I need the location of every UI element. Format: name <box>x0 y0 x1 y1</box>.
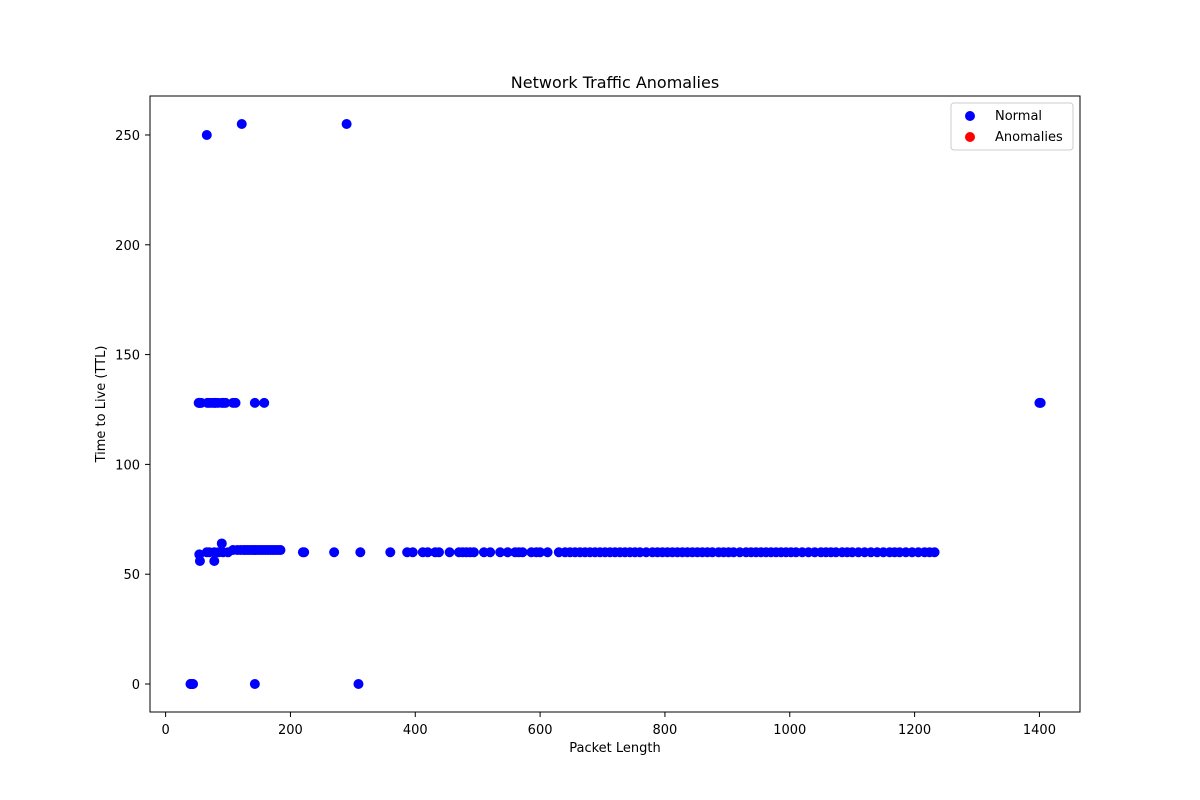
point-normal-9 <box>201 129 212 140</box>
y-tick-label-50: 50 <box>123 568 140 583</box>
y-tick-label-0: 0 <box>132 678 140 693</box>
point-normal-8 <box>353 679 364 689</box>
plot-frame <box>149 95 1081 713</box>
point-normal-78 <box>485 547 496 558</box>
point-normal-71 <box>444 547 455 558</box>
point-normal-76 <box>468 547 479 558</box>
x-axis-ticks: 0 200 400 600 800 1000 1200 1400 <box>161 712 1056 738</box>
point-normal-24 <box>220 397 231 408</box>
point-normal-27 <box>249 397 260 408</box>
data-points <box>185 119 1046 689</box>
point-normal-37 <box>204 547 215 558</box>
point-normal-63 <box>355 547 366 558</box>
point-normal-59 <box>275 545 286 556</box>
y-tick-label-100: 100 <box>115 458 140 473</box>
x-tick-label-0: 0 <box>161 723 169 738</box>
point-normal-87 <box>542 547 553 558</box>
point-normal-33 <box>194 556 205 567</box>
chart-title: Network Traffic Anomalies <box>511 73 719 92</box>
point-normal-68 <box>422 547 433 558</box>
legend-label-normal: Normal <box>995 109 1042 124</box>
y-tick-label-150: 150 <box>115 349 140 364</box>
y-tick-label-250: 250 <box>115 129 140 144</box>
point-normal-30 <box>1035 397 1046 408</box>
point-normal-26 <box>230 397 241 408</box>
point-normal-7 <box>249 679 260 689</box>
x-tick-label-1200: 1200 <box>898 723 931 738</box>
point-normal-80 <box>502 547 513 558</box>
x-tick-label-1000: 1000 <box>773 723 806 738</box>
point-normal-34 <box>209 556 220 567</box>
y-axis-ticks: 0 50 100 150 200 250 <box>115 129 150 693</box>
x-tick-label-600: 600 <box>528 723 553 738</box>
point-normal-64 <box>385 547 396 558</box>
x-axis-label: Packet Length <box>569 741 661 756</box>
legend-marker-normal <box>965 111 975 121</box>
x-tick-label-400: 400 <box>403 723 428 738</box>
point-normal-86 <box>535 547 546 558</box>
legend: Normal Anomalies <box>950 102 1074 151</box>
point-normal-158 <box>929 547 940 558</box>
x-tick-label-800: 800 <box>653 723 678 738</box>
point-normal-79 <box>495 547 506 558</box>
legend-marker-anomalies <box>965 132 975 142</box>
point-normal-31 <box>216 538 227 549</box>
point-normal-83 <box>517 547 528 558</box>
point-normal-62 <box>329 547 340 558</box>
point-normal-70 <box>433 547 444 558</box>
point-normal-66 <box>407 547 418 558</box>
point-normal-6 <box>186 679 197 689</box>
point-normal-61 <box>299 547 310 558</box>
legend-label-anomalies: Anomalies <box>995 130 1063 145</box>
point-normal-28 <box>259 397 270 408</box>
y-tick-label-200: 200 <box>115 239 140 254</box>
y-axis-label: Time to Live (TTL) <box>94 346 109 464</box>
x-tick-label-1400: 1400 <box>1023 723 1056 738</box>
x-tick-label-200: 200 <box>278 723 303 738</box>
point-normal-10 <box>236 119 247 129</box>
point-normal-11 <box>341 119 352 129</box>
legend-box <box>950 102 1074 151</box>
